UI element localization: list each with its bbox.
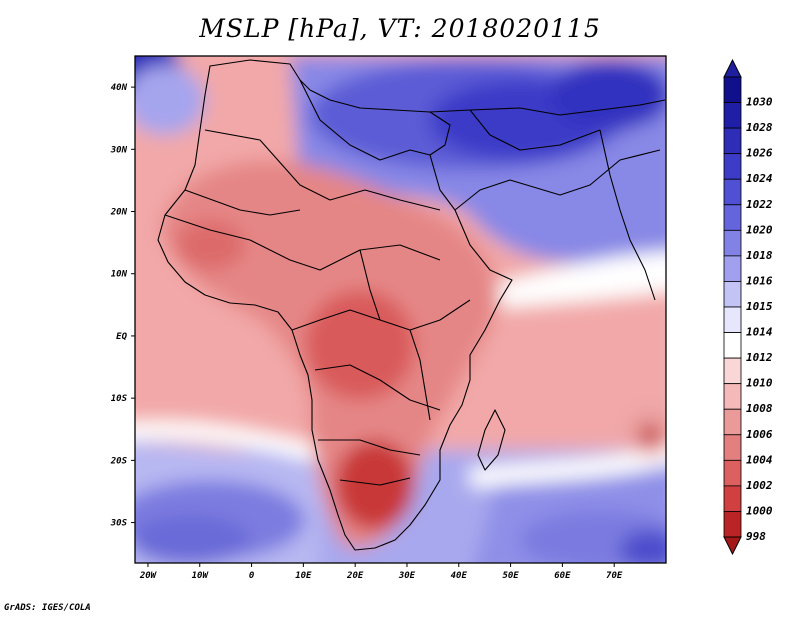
lat-tick-label: 20S	[110, 456, 128, 466]
colorbar-swatch	[723, 76, 742, 103]
lon-tick-label: 10E	[295, 571, 312, 581]
map-title: MSLP [hPa], VT: 2018020115	[199, 14, 601, 43]
lon-tick-label: 20E	[346, 571, 364, 581]
colorbar-swatch	[723, 357, 742, 385]
colorbar-label: 1006	[746, 428, 773, 441]
latitude-axis: 40N 30N 20N 10N EQ 10S 20S 30S	[110, 83, 135, 529]
colorbar-swatch	[723, 281, 742, 308]
colorbar-swatch	[723, 511, 742, 538]
colorbar-label: 1020	[746, 223, 773, 236]
colorbar-label: 1015	[746, 300, 773, 313]
colorbar-swatch	[723, 178, 742, 206]
colorbar-top-arrow	[723, 58, 742, 78]
colorbar-label: 1026	[746, 147, 773, 160]
colorbar-swatch	[723, 306, 742, 333]
colorbar-swatch	[723, 204, 742, 231]
colorbar-swatch	[723, 383, 742, 410]
lat-tick-label: 10S	[111, 394, 128, 404]
lat-tick-label: EQ	[116, 332, 127, 342]
colorbar-label: 1008	[746, 402, 773, 415]
colorbar-label: 998	[746, 530, 766, 543]
colorbar-label: 1016	[746, 274, 773, 287]
lon-tick-label: 20W	[139, 571, 158, 581]
colorbar-swatch	[723, 332, 742, 359]
colorbar-label: 1000	[746, 504, 773, 517]
pressure-field	[135, 56, 666, 563]
lat-tick-label: 20N	[110, 208, 128, 218]
colorbar-swatch	[723, 102, 742, 129]
colorbar-swatch	[723, 127, 742, 155]
colorbar-label: 1004	[746, 453, 773, 466]
colorbar-label: 1010	[746, 377, 773, 390]
colorbar: 1030 1028 1026 1024 1022 1020 1018 1016 1015 1014…	[723, 58, 773, 556]
colorbar-label: 1018	[746, 249, 773, 262]
lat-tick-label: 30S	[110, 519, 128, 529]
colorbar-swatch	[723, 255, 742, 282]
colorbar-label: 1014	[746, 326, 773, 339]
lon-tick-label: 10W	[192, 571, 210, 581]
colorbar-label: 1030	[746, 96, 773, 109]
lat-tick-label: 30N	[110, 145, 128, 155]
lon-tick-label: 40E	[451, 571, 468, 581]
colorbar-swatch	[723, 229, 742, 257]
lon-tick-label: 60E	[554, 571, 571, 581]
longitude-axis: 20W 10W 0 10E 20E 30E 40E 50E 60E 70E	[139, 563, 623, 581]
colorbar-swatch	[723, 408, 742, 436]
colorbar-label: 1002	[746, 479, 773, 492]
lon-tick-label: 0	[249, 571, 255, 581]
lon-tick-label: 30E	[398, 571, 416, 581]
colorbar-label: 1012	[746, 351, 773, 364]
lon-tick-label: 70E	[606, 571, 623, 581]
map-frame	[134, 55, 667, 564]
colorbar-label: 1028	[746, 121, 773, 134]
colorbar-label: 1024	[746, 172, 773, 185]
grads-credit: GrADS: IGES/COLA	[4, 603, 91, 613]
lon-tick-label: 50E	[502, 571, 519, 581]
colorbar-swatch	[723, 459, 742, 487]
lat-tick-label: 10N	[111, 270, 128, 280]
colorbar-swatch	[723, 485, 742, 512]
colorbar-swatch	[723, 434, 742, 461]
colorbar-swatch	[723, 153, 742, 180]
colorbar-label: 1022	[746, 198, 773, 211]
colorbar-bottom-arrow	[723, 536, 742, 556]
lat-tick-label: 40N	[111, 83, 128, 93]
